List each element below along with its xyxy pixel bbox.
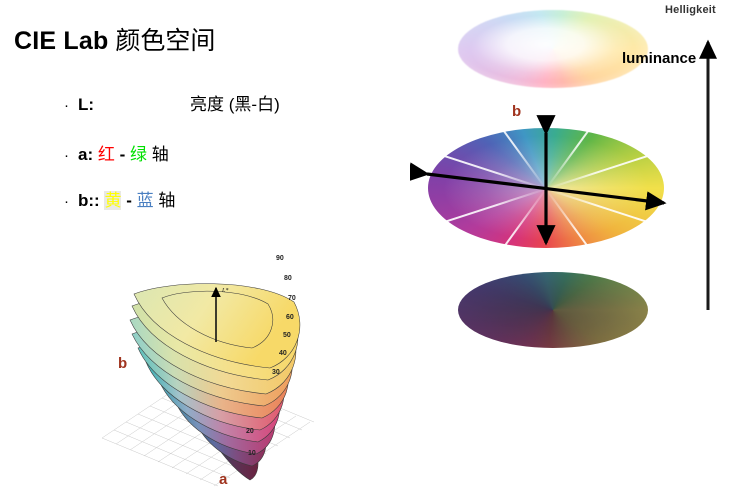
bullet-item-b: · b:: 黄 - 蓝 轴 <box>64 190 175 213</box>
bullet-a-axis-word: 轴 <box>151 145 169 164</box>
bullet-b-negative: 蓝 <box>136 191 154 210</box>
helligkeit-label: Helligkeit <box>665 4 716 16</box>
bullet-b-positive: 黄 <box>104 191 122 210</box>
bullet-item-l: · L: 亮度 (黑-白) <box>64 94 280 117</box>
chroma-wheel-ellipse-icon <box>428 94 664 284</box>
layer-tick-40: 40 <box>279 350 287 357</box>
solid-b-axis-label: b <box>118 355 128 372</box>
title-cn: 颜色空间 <box>115 27 216 55</box>
bullet-item-a: · a: 红 - 绿 轴 <box>64 144 169 167</box>
lab-gamut-solid-chart: L* 90 80 70 60 50 40 30 20 10 b a <box>100 250 325 500</box>
bullet-b-dash: - <box>126 191 132 210</box>
layer-tick-90: 90 <box>276 255 284 262</box>
bullet-value-l: 亮度 (黑-白) <box>190 95 280 114</box>
b-axis-label: b <box>512 103 522 120</box>
bullet-marker-icon: · <box>64 147 69 164</box>
bullet-marker-icon: · <box>64 193 69 210</box>
luminance-label: luminance <box>622 50 697 67</box>
dark-plane-ellipse-icon <box>458 272 648 348</box>
bullet-key-b: b:: <box>78 191 100 210</box>
layer-tick-50: 50 <box>283 332 291 339</box>
bullet-a-negative: 绿 <box>130 145 147 164</box>
bullet-a-dash: - <box>119 145 126 164</box>
layer-tick-30: 30 <box>272 369 280 376</box>
page-title: CIE Lab 颜色空间 <box>14 26 215 56</box>
bullet-b-axis-word: 轴 <box>158 191 176 210</box>
title-en: CIE Lab <box>14 27 109 55</box>
layer-tick-70: 70 <box>288 295 296 302</box>
svg-text:L*: L* <box>221 288 228 294</box>
bullet-key-l: L: <box>78 95 95 114</box>
gamut-solid-svg: L* <box>101 283 315 487</box>
bullet-a-positive: 红 <box>97 145 115 164</box>
layer-tick-20: 20 <box>246 428 254 435</box>
light-plane-ellipse-icon <box>458 10 648 88</box>
layer-tick-60: 60 <box>286 314 294 321</box>
lab-color-space-diagram: b Helligkeit luminance <box>410 0 745 360</box>
layer-tick-80: 80 <box>284 275 292 282</box>
layer-tick-10: 10 <box>248 450 256 457</box>
bullet-marker-icon: · <box>64 97 69 114</box>
gamut-layers <box>129 283 301 481</box>
solid-a-axis-label: a <box>219 471 228 488</box>
bullet-key-a: a: <box>78 145 94 164</box>
